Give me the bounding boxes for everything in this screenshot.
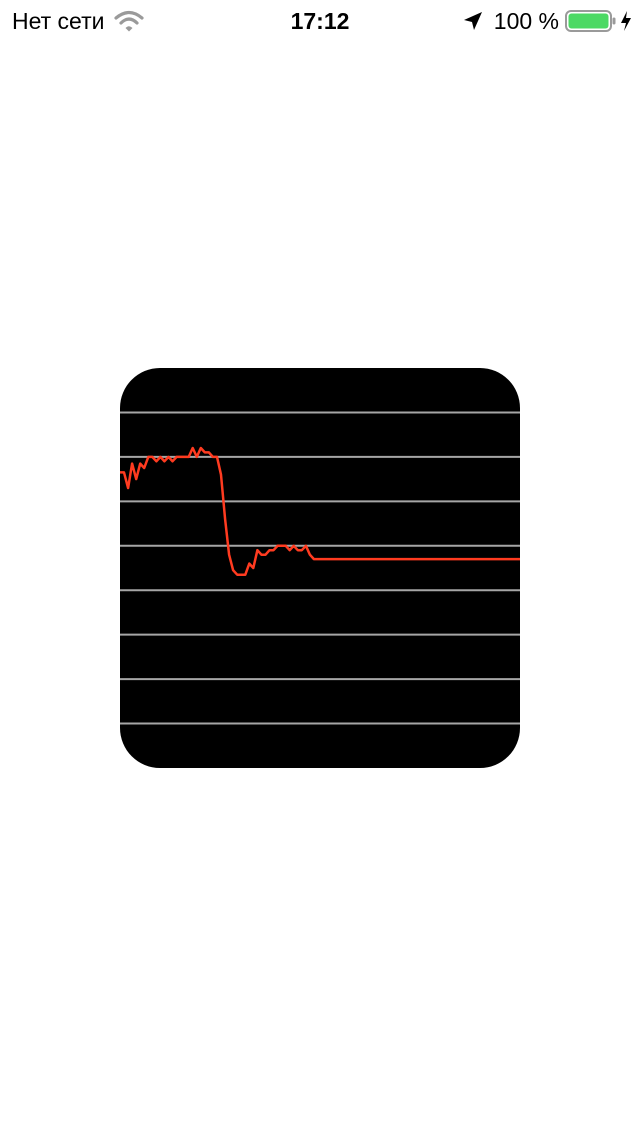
wifi-icon	[114, 10, 145, 32]
status-bar: Нет сети 17:12 100 %	[0, 0, 640, 40]
chart-grid	[120, 411, 520, 725]
chart-series-group	[120, 446, 520, 576]
battery-percentage: 100 %	[493, 8, 559, 34]
charging-bolt-icon	[621, 11, 631, 31]
series-line	[120, 446, 520, 576]
location-arrow-icon	[463, 12, 482, 30]
battery-icon	[565, 10, 616, 32]
battery-level-fill	[568, 13, 609, 29]
status-time: 17:12	[290, 8, 350, 34]
line-chart-card	[120, 368, 520, 768]
line-chart	[120, 411, 520, 725]
carrier-label: Нет сети	[12, 8, 105, 34]
carrier-group: Нет сети	[12, 7, 145, 35]
status-right-cluster: 100 %	[462, 7, 632, 35]
